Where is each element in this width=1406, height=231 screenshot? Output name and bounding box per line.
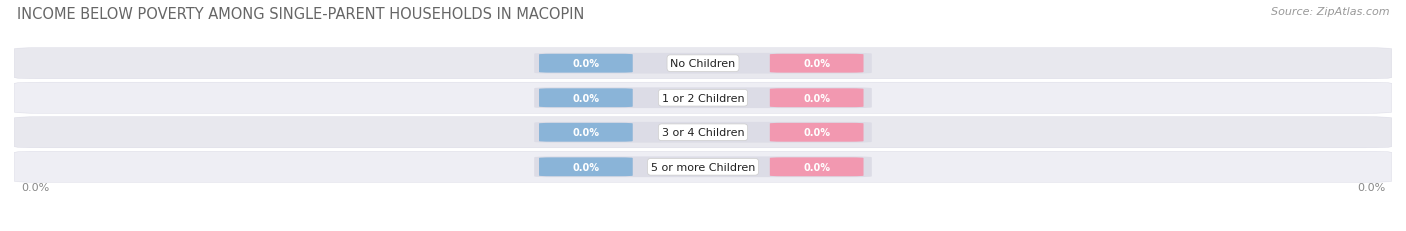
Text: 0.0%: 0.0% [572,93,599,103]
Text: Source: ZipAtlas.com: Source: ZipAtlas.com [1271,7,1389,17]
FancyBboxPatch shape [770,89,863,108]
FancyBboxPatch shape [538,89,633,108]
Text: 3 or 4 Children: 3 or 4 Children [662,128,744,138]
FancyBboxPatch shape [534,88,872,109]
Text: 0.0%: 0.0% [1357,182,1385,192]
Text: 5 or more Children: 5 or more Children [651,162,755,172]
Text: 0.0%: 0.0% [572,162,599,172]
FancyBboxPatch shape [14,49,1392,79]
FancyBboxPatch shape [538,55,633,73]
Text: 0.0%: 0.0% [21,182,49,192]
FancyBboxPatch shape [534,122,872,143]
FancyBboxPatch shape [538,158,633,176]
FancyBboxPatch shape [534,54,872,74]
Text: 1 or 2 Children: 1 or 2 Children [662,93,744,103]
Text: 0.0%: 0.0% [803,128,830,138]
FancyBboxPatch shape [534,157,872,177]
FancyBboxPatch shape [14,152,1392,182]
FancyBboxPatch shape [770,158,863,176]
FancyBboxPatch shape [770,123,863,142]
Text: 0.0%: 0.0% [803,162,830,172]
FancyBboxPatch shape [538,123,633,142]
Text: 0.0%: 0.0% [572,128,599,138]
Text: No Children: No Children [671,59,735,69]
Text: 0.0%: 0.0% [803,93,830,103]
Text: 0.0%: 0.0% [572,59,599,69]
Text: 0.0%: 0.0% [803,59,830,69]
Text: INCOME BELOW POVERTY AMONG SINGLE-PARENT HOUSEHOLDS IN MACOPIN: INCOME BELOW POVERTY AMONG SINGLE-PARENT… [17,7,585,22]
FancyBboxPatch shape [14,117,1392,148]
FancyBboxPatch shape [14,83,1392,114]
FancyBboxPatch shape [770,55,863,73]
